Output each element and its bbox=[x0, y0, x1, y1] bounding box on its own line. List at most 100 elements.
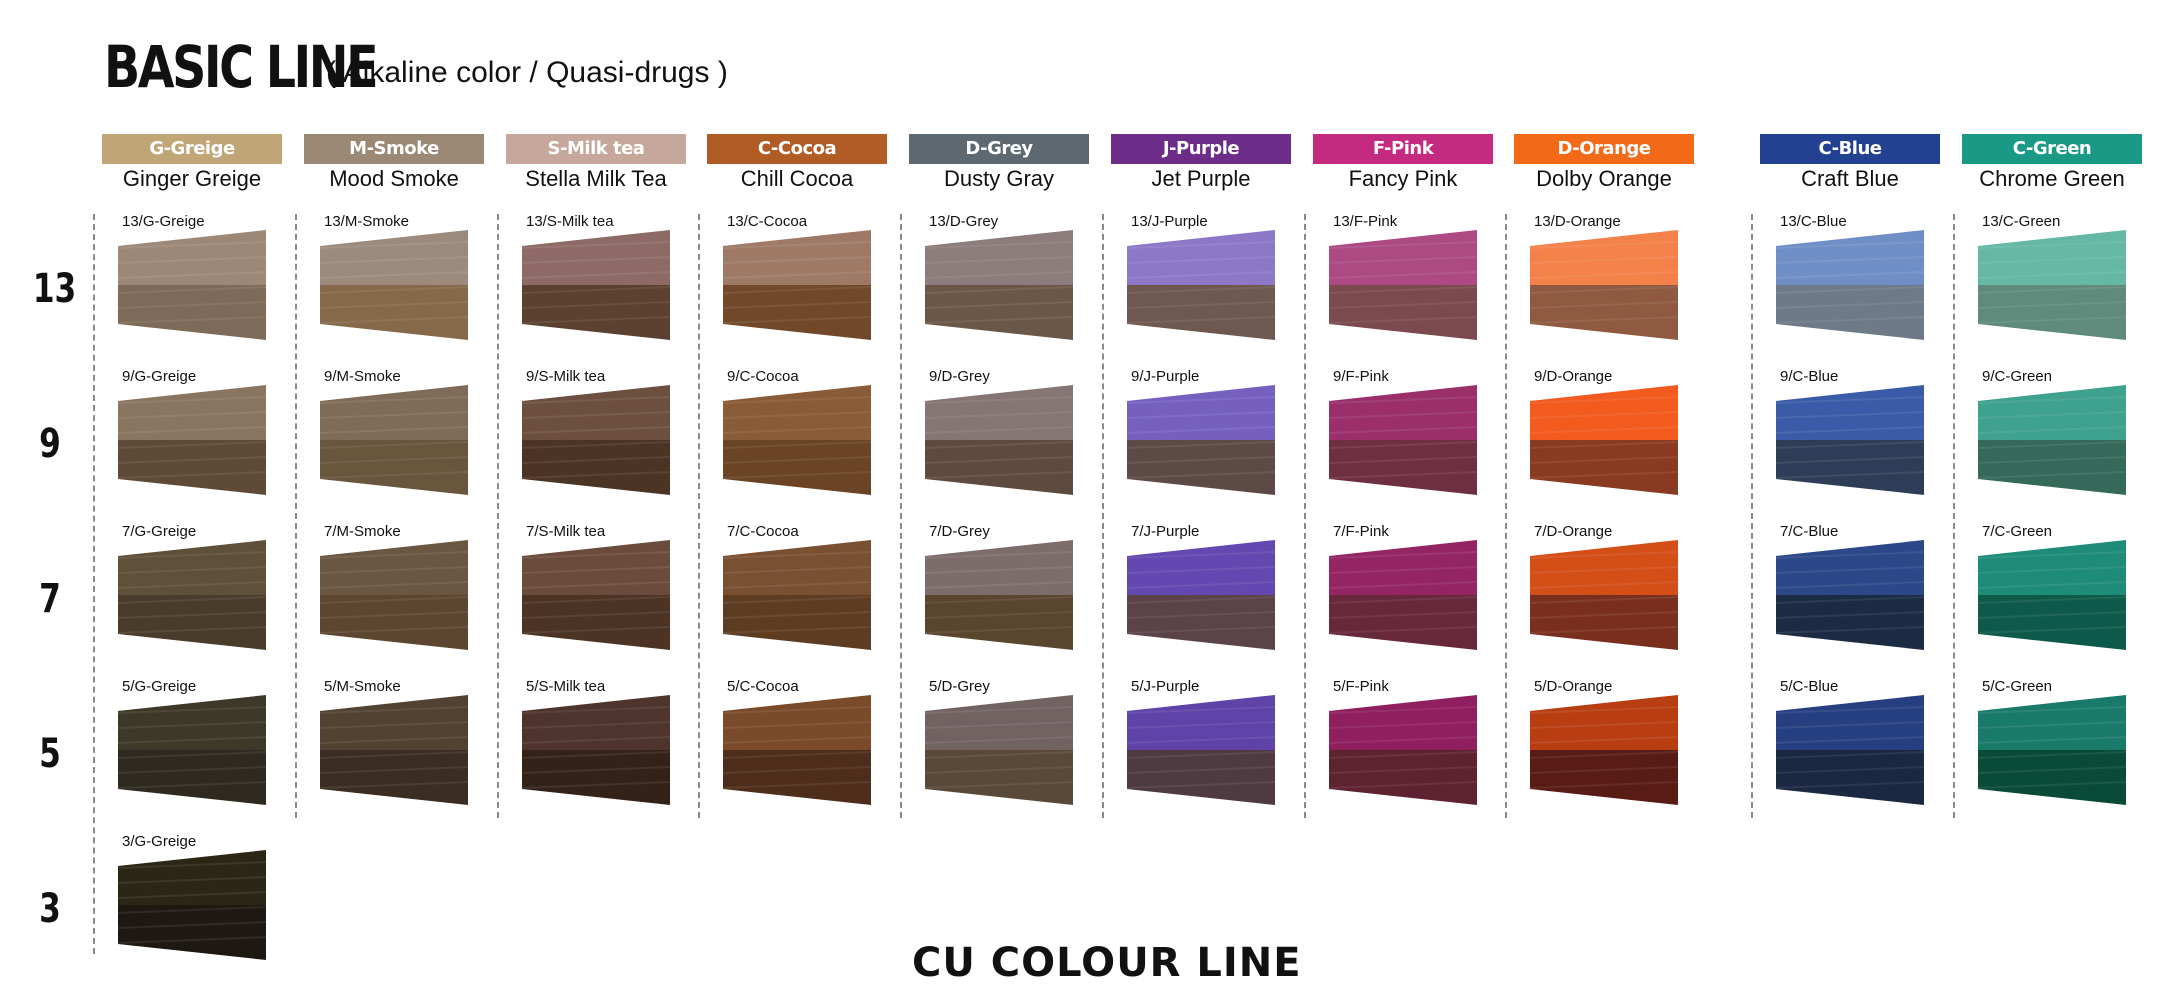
swatch-top-tone bbox=[320, 540, 468, 595]
swatch-strand-line bbox=[1329, 751, 1477, 759]
swatch-strand-line bbox=[320, 426, 468, 434]
swatch-bottom-tone bbox=[118, 905, 266, 960]
swatch-label: 7/D-Orange bbox=[1534, 523, 1613, 540]
level-label: 9 bbox=[39, 421, 61, 467]
column-divider bbox=[1304, 214, 1306, 818]
footer-heading-partial: CU COLOUR LINE bbox=[912, 940, 1302, 986]
swatch-graphic bbox=[1978, 385, 2126, 495]
swatch-strand-line bbox=[320, 751, 468, 759]
swatch-strand-line bbox=[320, 706, 468, 714]
swatch-strand-line bbox=[1530, 411, 1678, 419]
swatch-strand-line bbox=[723, 456, 871, 464]
swatch-strand-line bbox=[1127, 271, 1275, 279]
swatch-bottom-tone bbox=[925, 285, 1073, 340]
swatch-strand-line bbox=[1978, 301, 2126, 309]
swatch-bottom-tone bbox=[1329, 285, 1477, 340]
swatch-label: 7/M-Smoke bbox=[324, 523, 401, 540]
swatch-strand-line bbox=[1127, 241, 1275, 249]
swatch-label: 5/C-Green bbox=[1982, 678, 2053, 695]
swatch-strand-line bbox=[1127, 411, 1275, 419]
swatch-graphic bbox=[1329, 695, 1477, 805]
swatch-label: 13/S-Milk tea bbox=[526, 213, 614, 230]
swatch-strand-line bbox=[522, 426, 670, 434]
swatch-graphic bbox=[118, 850, 266, 960]
swatch-strand-line bbox=[1127, 441, 1275, 449]
swatch-strand-line bbox=[925, 721, 1073, 729]
swatch-strand-line bbox=[522, 706, 670, 714]
swatch-strand-line bbox=[1530, 781, 1678, 789]
swatch-strand-line bbox=[925, 396, 1073, 404]
swatch-strand-line bbox=[1776, 626, 1924, 634]
swatch-strand-line bbox=[1127, 721, 1275, 729]
swatch-strand-line bbox=[1530, 396, 1678, 404]
swatch-strand-line bbox=[118, 241, 266, 249]
swatch-label: 5/M-Smoke bbox=[324, 678, 401, 695]
swatch-strand-line bbox=[1776, 411, 1924, 419]
swatch-strand-line bbox=[925, 781, 1073, 789]
swatch-strand-line bbox=[118, 921, 266, 929]
swatch-bottom-tone bbox=[1329, 595, 1477, 650]
swatch-strand-line bbox=[118, 566, 266, 574]
swatch-top-tone bbox=[925, 385, 1073, 440]
swatch-strand-line bbox=[1127, 766, 1275, 774]
swatch-strand-line bbox=[723, 781, 871, 789]
swatch-label: 9/J-Purple bbox=[1131, 368, 1200, 385]
swatch-strand-line bbox=[1127, 706, 1275, 714]
swatch-strand-line bbox=[1127, 471, 1275, 479]
swatch-label: 13/G-Greige bbox=[122, 213, 205, 230]
swatch-strand-line bbox=[925, 271, 1073, 279]
swatch-strand-line bbox=[723, 271, 871, 279]
swatch-strand-line bbox=[1530, 736, 1678, 744]
swatch-graphic bbox=[118, 540, 266, 650]
swatch-bottom-tone bbox=[320, 440, 468, 495]
hair-color-swatch bbox=[522, 540, 670, 650]
swatch-strand-line bbox=[925, 766, 1073, 774]
hair-color-swatch bbox=[118, 540, 266, 650]
color-line-header: G-Greige Ginger Greige bbox=[102, 134, 282, 192]
swatch-top-tone bbox=[118, 230, 266, 285]
swatch-graphic bbox=[320, 695, 468, 805]
swatch-bottom-tone bbox=[1776, 440, 1924, 495]
swatch-strand-line bbox=[1329, 781, 1477, 789]
color-line-name: Dusty Gray bbox=[943, 166, 1055, 191]
swatch-strand-line bbox=[1776, 316, 1924, 324]
hair-color-swatch bbox=[925, 230, 1073, 340]
swatch-top-tone bbox=[320, 385, 468, 440]
swatch-strand-line bbox=[1776, 271, 1924, 279]
swatch-strand-line bbox=[320, 766, 468, 774]
swatch-strand-line bbox=[320, 736, 468, 744]
swatch-strand-line bbox=[1776, 566, 1924, 574]
swatch-bottom-tone bbox=[118, 750, 266, 805]
swatch-strand-line bbox=[1978, 581, 2126, 589]
swatch-strand-line bbox=[522, 721, 670, 729]
swatch-bottom-tone bbox=[320, 750, 468, 805]
swatch-graphic bbox=[522, 230, 670, 340]
swatch-strand-line bbox=[1127, 426, 1275, 434]
color-line-tag: D-Grey bbox=[909, 134, 1089, 164]
swatch-strand-line bbox=[1127, 286, 1275, 294]
color-line-tag: D-Orange bbox=[1514, 134, 1694, 164]
swatch-top-tone bbox=[1776, 695, 1924, 750]
swatch-strand-line bbox=[1329, 411, 1477, 419]
swatch-strand-line bbox=[118, 256, 266, 264]
color-line-header: M-Smoke Mood Smoke bbox=[304, 134, 484, 192]
swatch-strand-line bbox=[1127, 456, 1275, 464]
swatch-top-tone bbox=[925, 695, 1073, 750]
hair-color-swatch bbox=[320, 695, 468, 805]
swatch-graphic bbox=[320, 385, 468, 495]
swatch-top-tone bbox=[723, 385, 871, 440]
swatch-bottom-tone bbox=[1127, 595, 1275, 650]
swatch-graphic bbox=[1329, 230, 1477, 340]
swatch-strand-line bbox=[1329, 286, 1477, 294]
swatch-strand-line bbox=[1776, 471, 1924, 479]
swatch-bottom-tone bbox=[723, 750, 871, 805]
swatch-top-tone bbox=[320, 695, 468, 750]
swatch-strand-line bbox=[1776, 596, 1924, 604]
swatch-strand-line bbox=[118, 581, 266, 589]
swatch-strand-line bbox=[522, 241, 670, 249]
color-line-header: D-Orange Dolby Orange bbox=[1514, 134, 1694, 192]
hair-color-swatch bbox=[1530, 540, 1678, 650]
swatch-strand-line bbox=[1776, 286, 1924, 294]
swatch-bottom-tone bbox=[1776, 595, 1924, 650]
swatch-graphic bbox=[1127, 385, 1275, 495]
